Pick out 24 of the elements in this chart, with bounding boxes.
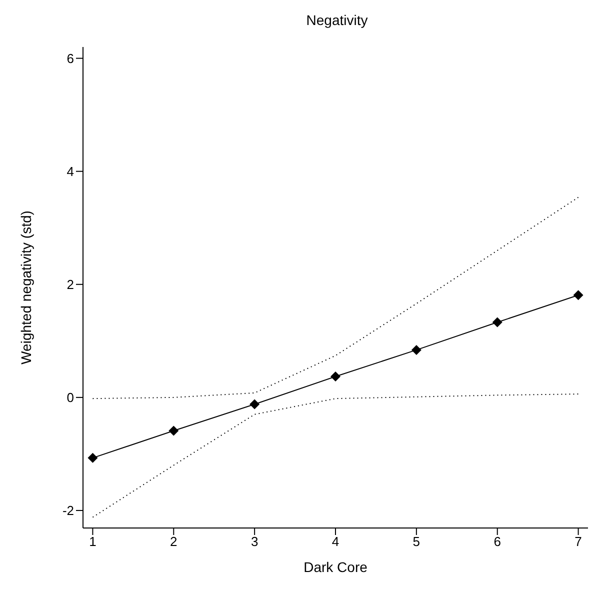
point: [411, 344, 422, 355]
x-tick-label: 4: [332, 534, 340, 550]
point: [168, 426, 179, 436]
x-tick-label: 1: [89, 534, 96, 550]
point: [573, 290, 584, 300]
point: [330, 372, 340, 382]
y-tick-label: 4: [66, 164, 74, 179]
x-tick-label: 7: [574, 534, 582, 550]
y-tick-label: 2: [66, 277, 74, 292]
x-tick-label: 2: [170, 534, 178, 550]
y-tick-label: 0: [66, 390, 74, 406]
point: [250, 399, 260, 410]
x-axis-title: Dark Core: [304, 559, 368, 575]
point: [492, 317, 502, 328]
y-axis-title: Weighted negativity (std): [18, 210, 34, 364]
point: [88, 452, 98, 463]
y-tick-label: 6: [66, 50, 74, 66]
line-series: [92, 196, 579, 400]
x-tick-label: 6: [494, 534, 501, 550]
chart-title: Negativity: [305, 11, 369, 30]
x-tick-label: 5: [412, 534, 420, 550]
y-tick-label: -2: [62, 503, 74, 518]
line-series: [92, 394, 579, 518]
x-tick-label: 3: [250, 534, 258, 550]
